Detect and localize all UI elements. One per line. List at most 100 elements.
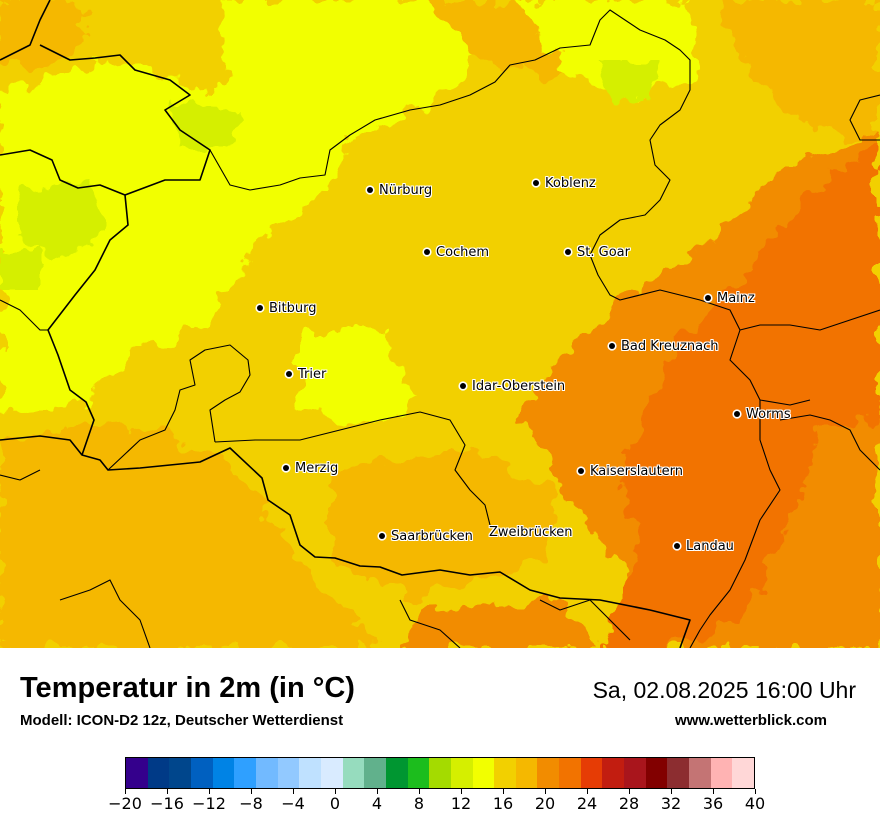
colorbar-tick-mark — [124, 789, 126, 794]
city-marker-kaiserslautern: Kaiserslautern — [578, 463, 683, 479]
city-marker-zweibruecken: Zweibrücken — [489, 524, 572, 540]
city-label: Bitburg — [269, 300, 317, 316]
colorbar-tick-mark — [628, 789, 630, 794]
state-border — [539, 599, 631, 641]
state-border — [59, 579, 151, 648]
state-border — [779, 414, 880, 471]
city-marker-trier: Trier — [286, 366, 326, 382]
colorbar-tick-mark — [250, 789, 252, 794]
website-credit: www.wetterblick.com — [675, 712, 827, 729]
city-dot — [367, 187, 373, 193]
colorbar-tick-label: 16 — [492, 794, 514, 813]
colorbar-tick-mark — [586, 789, 588, 794]
city-label: Merzig — [295, 460, 339, 476]
city-label: Zweibrücken — [489, 524, 573, 540]
colorbar-tick-label: 4 — [371, 794, 383, 813]
city-marker-merzig: Merzig — [283, 460, 338, 476]
city-marker-idar-oberstein: Idar-Oberstein — [460, 378, 565, 394]
temperature-map: Nürburg Koblenz Cochem St. Goar Mainz Bi… — [0, 0, 880, 648]
state-border — [107, 344, 251, 471]
city-marker-bitburg: Bitburg — [257, 300, 317, 316]
colorbar-segment — [580, 758, 603, 788]
city-dot — [379, 533, 385, 539]
forecast-datetime: Sa, 02.08.2025 16:00 Uhr — [592, 677, 856, 703]
city-dot — [286, 371, 292, 377]
temperature-map-canvas — [0, 0, 880, 648]
city-dot — [734, 411, 740, 417]
country-border — [0, 149, 129, 456]
city-marker-saarbruecken: Saarbrücken — [379, 528, 473, 544]
state-border — [214, 411, 491, 526]
city-label: St. Goar — [577, 244, 630, 260]
city-marker-worms: Worms — [734, 406, 791, 422]
colorbar-segment — [126, 758, 148, 788]
state-border — [0, 469, 41, 481]
city-label: Trier — [298, 366, 327, 382]
colorbar-segment — [689, 758, 711, 788]
colorbar-segment — [429, 758, 451, 788]
city-label: Bad Kreuznach — [621, 338, 719, 354]
colorbar-segment — [667, 758, 690, 788]
colorbar-segment — [515, 758, 538, 788]
colorbar-segment — [212, 758, 235, 788]
city-label: Cochem — [436, 244, 490, 260]
city-dot — [578, 468, 584, 474]
colorbar-tick-label: 28 — [618, 794, 640, 813]
state-border — [399, 599, 461, 648]
city-dot — [257, 305, 263, 311]
colorbar-tick-label: 32 — [660, 794, 682, 813]
city-label: Saarbrücken — [391, 528, 473, 544]
city-label: Worms — [746, 406, 791, 422]
temperature-field-cool — [0, 0, 700, 430]
temperature-field-coolest — [0, 60, 660, 290]
colorbar-tick-mark — [418, 789, 420, 794]
colorbar-tick-label: 12 — [450, 794, 472, 813]
colorbar-tick-mark — [502, 789, 504, 794]
city-dot — [283, 465, 289, 471]
colorbar-segment — [559, 758, 581, 788]
colorbar-segment — [342, 758, 365, 788]
colorbar-segment — [450, 758, 473, 788]
colorbar-tick-label: 40 — [744, 794, 766, 813]
colorbar-tick-label: 20 — [534, 794, 556, 813]
colorbar-segment — [732, 758, 755, 788]
colorbar-segment — [602, 758, 625, 788]
colorbar-tick-mark — [754, 789, 756, 794]
city-dot — [674, 543, 680, 549]
city-label: Landau — [686, 538, 734, 554]
colorbar-tick-label: 0 — [329, 794, 341, 813]
colorbar-segment — [234, 758, 256, 788]
temperature-colorbar — [125, 757, 755, 789]
colorbar-tick-label: −8 — [239, 794, 263, 813]
city-label: Nürburg — [379, 182, 433, 198]
colorbar-tick-mark — [376, 789, 378, 794]
colorbar-segment — [624, 758, 646, 788]
city-dot — [460, 383, 466, 389]
city-dot — [565, 249, 571, 255]
city-marker-mainz: Mainz — [705, 290, 755, 306]
model-source: Modell: ICON-D2 12z, Deutscher Wetterdie… — [20, 712, 344, 729]
colorbar-segment — [385, 758, 408, 788]
colorbar-segment — [169, 758, 191, 788]
colorbar-segment — [472, 758, 495, 788]
colorbar-segment — [147, 758, 170, 788]
colorbar-tick-mark — [460, 789, 462, 794]
colorbar-segment — [645, 758, 668, 788]
colorbar-tick-mark — [292, 789, 294, 794]
colorbar-segment — [407, 758, 430, 788]
colorbar-segment — [364, 758, 386, 788]
colorbar-segment — [710, 758, 733, 788]
city-label: Idar-Oberstein — [472, 378, 566, 394]
colorbar-tick-mark — [544, 789, 546, 794]
city-marker-bad-kreuznach: Bad Kreuznach — [609, 338, 719, 354]
colorbar-segment — [190, 758, 213, 788]
city-dot — [705, 295, 711, 301]
colorbar-segment — [537, 758, 560, 788]
colorbar-tick-label: 36 — [702, 794, 724, 813]
city-marker-landau: Landau — [674, 538, 734, 554]
colorbar-segment — [299, 758, 321, 788]
colorbar-tick-mark — [166, 789, 168, 794]
colorbar-tick-label: −20 — [108, 794, 142, 813]
state-border — [849, 94, 880, 141]
city-label: Mainz — [717, 290, 755, 306]
